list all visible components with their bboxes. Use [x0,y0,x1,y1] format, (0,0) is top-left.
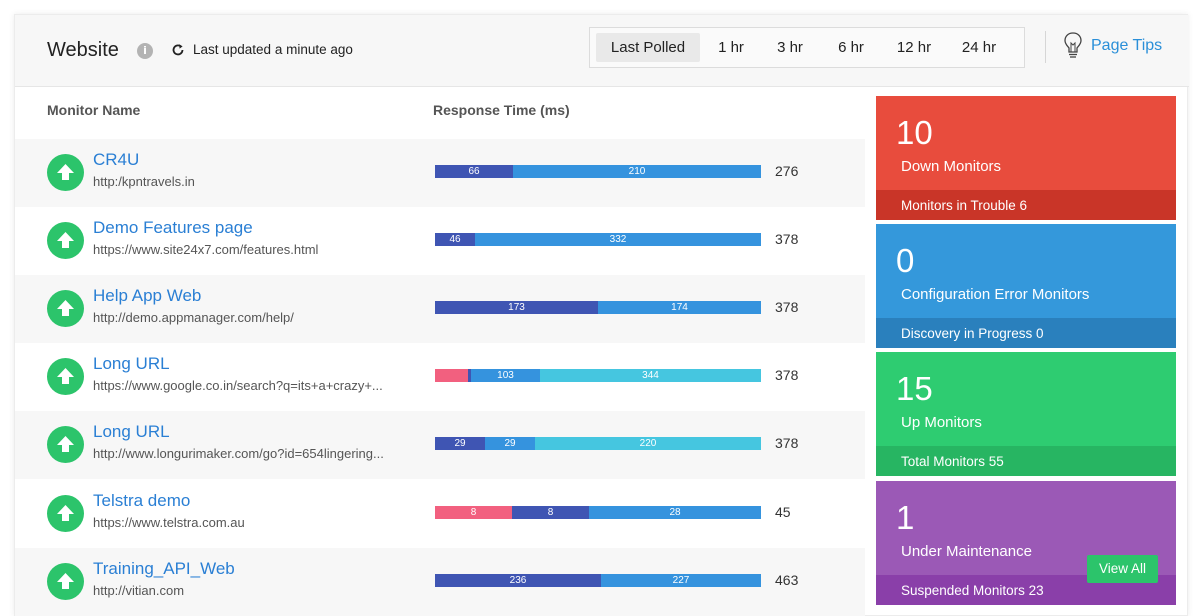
monitor-name-link[interactable]: CR4U [93,150,140,169]
view-all-button[interactable]: View All [1087,555,1158,583]
card-count: 0 [896,242,915,279]
response-segment-blue: 29 [485,437,535,450]
response-segment-blue: 210 [513,165,761,178]
monitor-url: http://demo.appmanager.com/help/ [93,310,294,325]
response-time-total: 463 [775,572,799,588]
monitor-name-link[interactable]: Demo Features page [93,218,253,237]
monitor-url: http://vitian.com [93,583,185,598]
response-segment-navy: 8 [512,506,589,519]
period-12hr[interactable]: 12 hr [896,39,932,56]
response-segment-navy: 46 [435,233,475,246]
response-time-bar[interactable]: 236 227 [435,574,761,587]
monitor-row[interactable]: Long URL https://www.google.co.in/search?… [15,343,865,411]
response-time-bar[interactable]: 29 29 220 [435,437,761,450]
response-time-bar[interactable]: 8 8 28 [435,506,761,519]
period-3hr[interactable]: 3 hr [777,39,803,56]
card-count: 1 [896,499,915,536]
response-segment-navy [468,369,471,382]
monitor-row[interactable]: Telstra demo https://www.telstra.com.au 8 8… [15,480,865,548]
card-label: Down Monitors [901,158,1002,175]
monitor-url: http:/kpntravels.in [93,174,195,189]
status-up-icon [47,358,84,395]
card-count: 15 [896,370,933,407]
monitor-row[interactable]: Training_API_Web http://vitian.com 236 227 4… [15,548,865,616]
status-up-icon [47,563,84,600]
lightbulb-icon[interactable] [1063,31,1083,61]
page-tips-link[interactable]: Page Tips [1091,37,1163,54]
monitor-row[interactable]: Demo Features page https://www.site24x7.c… [15,207,865,275]
website-dashboard: Website i Last updated a minute ago Last… [14,14,1189,616]
response-time-total: 378 [775,231,799,247]
response-segment-navy: 29 [435,437,485,450]
column-header-response-time: Response Time (ms) [433,102,570,118]
response-time-total: 276 [775,163,799,179]
monitor-row[interactable]: CR4U http:/kpntravels.in 66 210 276 [15,139,865,207]
card-footer-link[interactable]: Monitors in Trouble 6 [876,190,1176,220]
response-segment-navy: 66 [435,165,513,178]
monitor-url: https://www.telstra.com.au [93,515,245,530]
response-segment-pink [435,369,468,382]
response-segment-blue: 28 [589,506,761,519]
card-count: 10 [896,114,933,151]
config-error-card[interactable]: 0 Configuration Error Monitors Discovery i… [876,224,1176,348]
response-segment-blue: 103 [471,369,540,382]
response-time-bar[interactable]: 173 174 [435,301,761,314]
status-up-icon [47,154,84,191]
info-icon[interactable]: i [137,43,153,59]
card-footer-link[interactable]: Discovery in Progress 0 [876,318,1176,348]
response-segment-cyan: 220 [535,437,761,450]
maintenance-card[interactable]: 1 Under Maintenance Suspended Monitors 23 V… [876,481,1176,605]
response-time-bar[interactable]: 103 344 [435,369,761,382]
card-label: Under Maintenance [901,543,1032,560]
card-label: Configuration Error Monitors [901,286,1090,303]
monitor-name-link[interactable]: Telstra demo [93,491,191,510]
monitor-name-link[interactable]: Training_API_Web [93,559,235,578]
monitor-name-link[interactable]: Help App Web [93,286,202,305]
monitor-row[interactable]: Help App Web http://demo.appmanager.com/h… [15,275,865,343]
card-footer-link[interactable]: Total Monitors 55 [876,446,1176,476]
response-segment-cyan: 344 [540,369,761,382]
monitor-name-link[interactable]: Long URL [93,354,170,373]
response-time-total: 378 [775,367,799,383]
period-6hr[interactable]: 6 hr [838,39,864,56]
card-label: Up Monitors [901,414,982,431]
response-time-total: 45 [775,504,791,520]
response-time-bar[interactable]: 66 210 [435,165,761,178]
status-up-icon [47,290,84,327]
response-segment-navy: 236 [435,574,601,587]
down-monitors-card[interactable]: 10 Down Monitors Monitors in Trouble 6 [876,96,1176,220]
page-title: Website [47,39,119,61]
status-up-icon [47,495,84,532]
response-time-total: 378 [775,435,799,451]
response-time-total: 378 [775,299,799,315]
response-time-bar[interactable]: 46 332 [435,233,761,246]
monitor-url: https://www.site24x7.com/features.html [93,242,319,257]
monitor-url: http://www.longurimaker.com/go?id=654lin… [93,446,384,461]
up-monitors-card[interactable]: 15 Up Monitors Total Monitors 55 [876,352,1176,476]
response-segment-blue: 174 [598,301,761,314]
response-segment-pink: 8 [435,506,512,519]
time-period-selector: Last Polled 1 hr 3 hr 6 hr 12 hr 24 hr [589,27,1025,68]
last-updated-text: Last updated a minute ago [193,42,353,57]
period-24hr[interactable]: 24 hr [961,39,997,56]
monitor-row[interactable]: Long URL http://www.longurimaker.com/go?i… [15,411,865,479]
response-segment-blue: 332 [475,233,761,246]
monitor-name-link[interactable]: Long URL [93,422,170,441]
status-up-icon [47,222,84,259]
status-up-icon [47,426,84,463]
period-last-polled[interactable]: Last Polled [596,33,700,62]
header-bar: Website i Last updated a minute ago Last… [15,15,1189,87]
response-segment-blue: 227 [601,574,761,587]
period-1hr[interactable]: 1 hr [718,39,744,56]
refresh-icon[interactable] [171,43,185,57]
response-segment-navy: 173 [435,301,598,314]
monitor-url: https://www.google.co.in/search?q=its+a+… [93,378,383,393]
column-header-monitor-name: Monitor Name [47,102,141,118]
header-divider [1045,31,1046,63]
